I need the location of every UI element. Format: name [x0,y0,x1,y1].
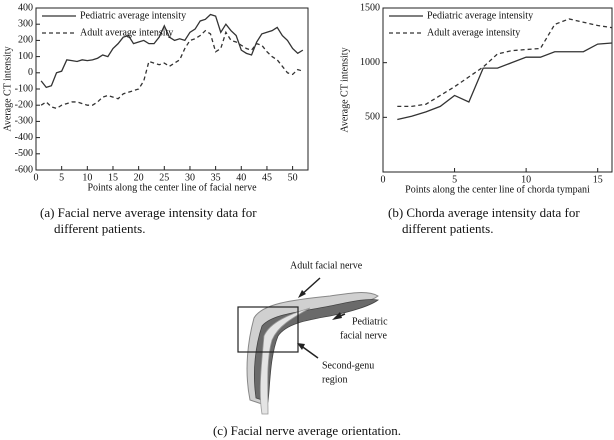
caption: different patients. [54,221,145,236]
series-line [397,18,613,108]
annotation: region [322,374,348,385]
series-line [40,13,304,89]
x-tick-label: 0 [34,172,39,183]
x-tick-label: 5 [452,174,457,185]
legend-label: Pediatric average intensity [427,10,533,21]
x-tick-label: 0 [381,174,386,185]
y-tick-label: 100 [18,51,33,62]
caption: (b) Chorda average intensity data for [388,205,580,220]
caption: (c) Facial nerve average orientation. [213,423,401,438]
plot-frame [382,7,613,173]
caption: (a) Facial nerve average intensity data … [40,205,257,220]
y-tick-label: 200 [18,35,33,46]
x-tick-label: 15 [108,172,118,183]
nerve-image [237,277,379,415]
x-tick-label: 5 [59,172,64,183]
y-tick-label: -400 [15,132,33,143]
y-tick-label: 500 [365,112,380,123]
legend-label: Pediatric average intensity [80,10,186,21]
x-axis-label: Points along the center line of chorda t… [405,184,590,195]
legend-label: Adult average intensity [427,27,520,38]
x-tick-label: 25 [159,172,169,183]
y-tick-label: 1000 [360,57,380,68]
y-tick-label: 0 [28,67,33,78]
y-tick-label: 1500 [360,2,380,13]
y-tick-label: -100 [15,83,33,94]
y-tick-label: -500 [15,148,33,159]
y-tick-label: 300 [18,18,33,29]
y-axis-label: Average CT intensity [339,47,350,132]
x-tick-label: 30 [185,172,195,183]
y-tick-label: -600 [15,164,33,175]
series-line [40,29,304,110]
x-tick-label: 10 [521,174,531,185]
x-tick-label: 15 [593,174,603,185]
y-tick-label: -300 [15,116,33,127]
x-tick-label: 45 [262,172,272,183]
x-tick-label: 40 [236,172,246,183]
y-tick-label: 400 [18,2,33,13]
series-line [397,42,613,121]
x-tick-label: 10 [82,172,92,183]
annotation: Adult facial nerve [290,260,363,271]
legend-label: Adult average intensity [80,27,173,38]
annotation: facial nerve [340,330,387,341]
x-tick-label: 20 [134,172,144,183]
x-axis-label: Points along the center line of facial n… [87,182,257,193]
annotation: Second-genu [322,360,374,371]
y-tick-label: -200 [15,99,33,110]
annotation: Pediatric [352,316,388,327]
caption: different patients. [402,221,493,236]
x-tick-label: 50 [288,172,298,183]
y-axis-label: Average CT intensity [2,46,13,131]
x-tick-label: 35 [211,172,221,183]
